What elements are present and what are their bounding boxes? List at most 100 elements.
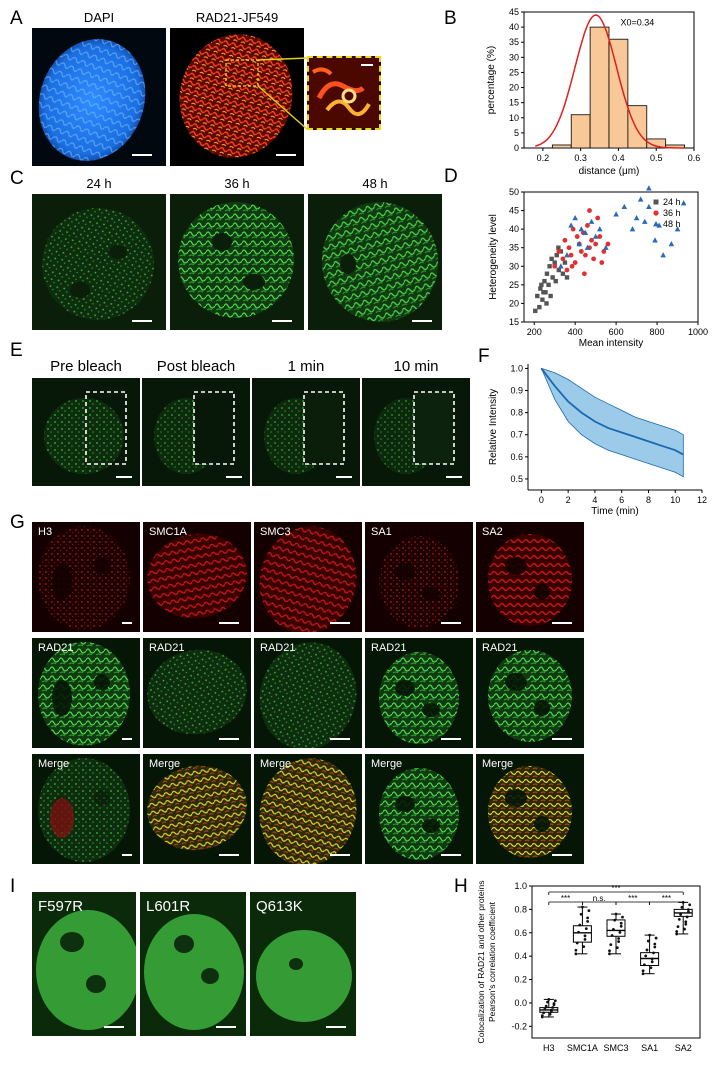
data-point [676,925,680,929]
panel-label-f: F [478,346,490,367]
scatter-point-36h [552,263,558,269]
panel-g-image-grid: H3 SMC1A SMC3 SA1 SA2 RAD21 RAD21 RAD21 RAD21 RAD… [32,522,584,864]
data-point [587,909,591,913]
data-point [613,918,617,922]
x-tick-label: 200 [527,327,542,337]
mean-recovery-line [540,367,684,456]
scale-bar [552,738,572,740]
panel-g-row2-sa1-image: RAD21 [365,638,473,748]
y-tick-label: 45 [509,7,519,17]
data-point [548,1012,552,1016]
panel-e-title-1min: 1 min [287,358,325,375]
data-point [612,927,615,931]
scatter-point-24h [537,304,542,310]
x-tick-label: 12 [697,495,707,505]
y-tick-label: 25 [509,280,519,290]
scatter-point-36h [595,215,601,221]
histogram-bar [627,105,648,149]
data-point [684,922,688,926]
data-point [677,917,681,921]
scatter-point-24h [550,275,555,280]
data-point [575,941,579,945]
data-point [687,908,690,912]
y-tick-label: 0.6 [514,928,527,938]
panel-g-row1-smc3-image: SMC3 [254,522,362,632]
y-tick-label: 0.7 [510,430,523,440]
panel-g-row2-label: RAD21 [260,642,296,654]
legend-label: 48 h [663,219,681,229]
panel-g-row1-label: SMC1A [149,526,187,538]
plot-frame [523,191,699,323]
panel-g-row1-sa1-image: SA1 [365,522,473,632]
scale-bar [219,854,239,856]
data-point [582,945,586,949]
scatter-point-24h [553,278,558,284]
x-tick-label: SMC3 [603,1043,628,1053]
data-point [543,1007,547,1011]
panel-label-a: A [10,8,23,29]
scatter-point-24h [554,252,559,258]
x-tick-label: 800 [650,327,665,337]
y-tick-label: 40 [509,224,519,234]
x-axis-label: Time (min) [591,506,638,517]
data-point [579,912,583,916]
panel-g-row3-label: Merge [482,758,514,770]
scale-bar [412,320,432,322]
panel-c-title-48h: 48 h [362,176,388,191]
y-tick-label: 10 [509,113,519,123]
x-tick-label: 0.4 [612,153,625,163]
scatter-point-36h [583,252,588,258]
scale-bar [326,1026,346,1028]
data-point [653,945,657,949]
histogram-bar [589,26,610,149]
scatter-point-36h [589,237,594,243]
y-axis-label: Colocalization of RAD21 and other protei… [476,880,486,1043]
y-tick-label: 25 [509,67,519,77]
panel-label-g: G [10,512,25,533]
significance-label: *** [662,894,671,903]
panel-a-title-dapi: DAPI [83,10,115,25]
scale-bar [446,476,462,478]
y-tick-label: 30 [509,52,519,62]
data-point [654,936,658,940]
panel-g-row1-label: H3 [38,526,53,538]
x-tick-label: 0.3 [574,153,587,163]
scatter-point-36h [556,249,562,254]
scale-bar [219,738,239,740]
y-axis-label: Relative Intensity [488,389,499,465]
data-point [687,910,690,914]
scale-bar [219,622,239,624]
panel-g-row1-smc1a-image: SMC1A [143,522,251,632]
panel-g-row3-label: Merge [149,758,181,770]
scatter-point-48h [629,226,636,232]
y-tick-label: 30 [509,261,519,271]
scatter-point-48h [596,226,603,232]
scatter-point-24h [540,297,545,302]
x-tick-label: 8 [646,495,651,505]
panel-g-row3-sa1-image: Merge [365,754,473,864]
scatter-point-48h [680,200,687,206]
cell-image-24h [32,194,166,330]
y-tick-label: 35 [509,243,519,253]
data-point [652,951,655,955]
mutant-image-f597r: F597R [32,892,136,1036]
data-point [547,998,551,1001]
y-tick-label: 0.4 [514,951,527,961]
data-point [675,930,679,933]
scatter-point-24h [541,290,546,295]
scale-bar [276,154,296,156]
scatter-point-48h [568,222,574,228]
y-axis-label: Pearson's correlation coefficient [487,901,497,1022]
scatter-point-36h [560,256,566,262]
y-tick-label: 20 [509,298,519,308]
panel-g-row1-label: SA1 [371,526,392,538]
frap-image-pre [32,378,140,486]
scatter-point-48h [584,244,591,250]
scatter-point-24h [556,245,561,250]
y-tick-label: 15 [509,317,519,327]
scatter-point-48h [621,203,628,210]
legend-marker-36h [653,210,659,216]
cell-image-36h [170,194,304,330]
plot-frame [531,885,701,1039]
x-tick-label: SMC1A [567,1043,598,1053]
